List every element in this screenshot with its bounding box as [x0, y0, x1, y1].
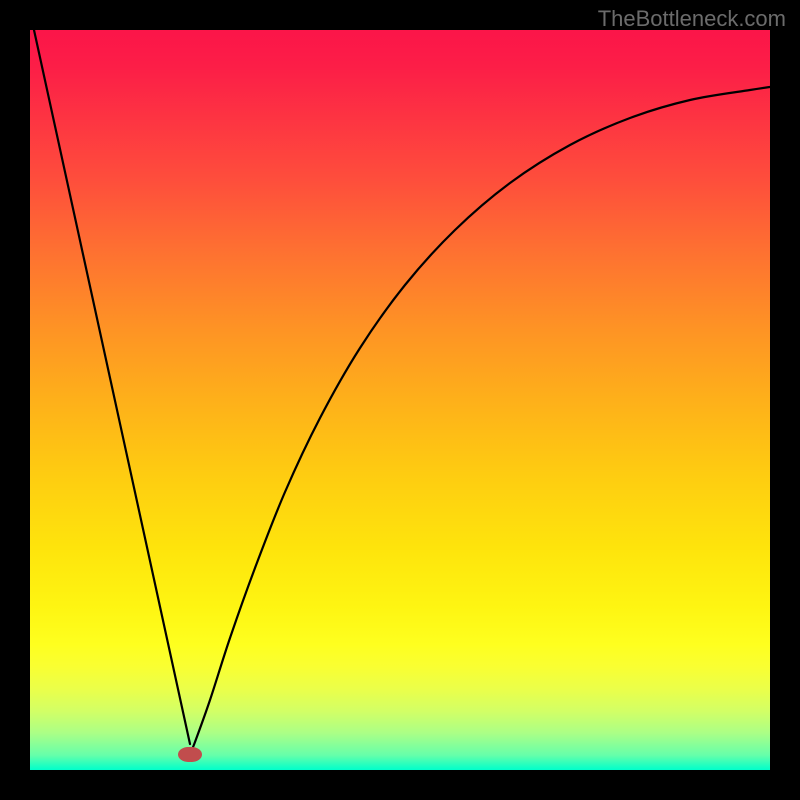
minimum-marker [178, 747, 202, 762]
chart-container: TheBottleneck.com [0, 0, 800, 800]
plot-area [30, 30, 770, 770]
bottleneck-curve [30, 30, 770, 770]
watermark-text: TheBottleneck.com [598, 6, 786, 32]
